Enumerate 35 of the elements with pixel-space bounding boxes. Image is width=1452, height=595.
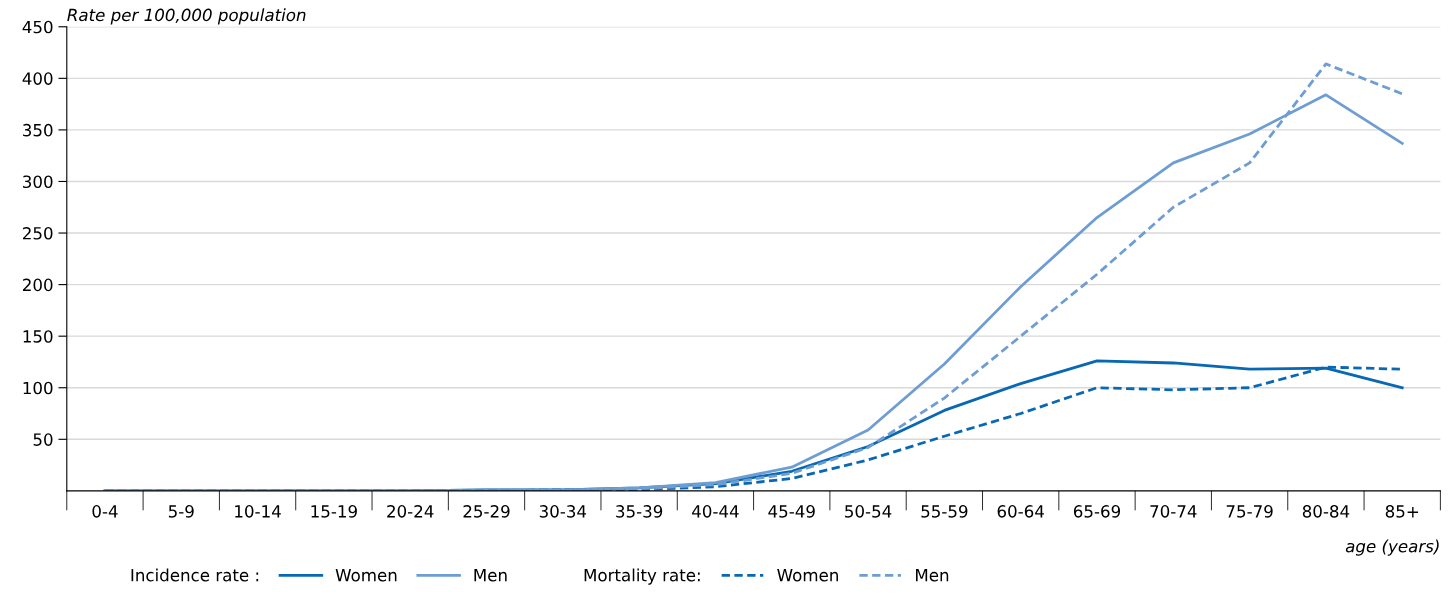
- x-tick-label: 15-19: [311, 505, 357, 518]
- x-tick-label: 85+: [1385, 505, 1419, 518]
- y-tick-label: 300: [23, 175, 53, 189]
- y-tick-label: 200: [23, 278, 53, 292]
- x-tick-label: 30-34: [539, 505, 587, 518]
- x-tick-label: 45-49: [768, 505, 815, 518]
- legend-label: Men: [916, 569, 949, 582]
- x-tick-label: 25-29: [463, 505, 510, 518]
- y-tick-label: 450: [22, 20, 53, 34]
- y-tick-label: 350: [23, 123, 53, 137]
- x-tick-label: 70-74: [1150, 505, 1197, 518]
- y-tick-label: 50: [33, 433, 53, 446]
- x-tick-label: 10-14: [235, 505, 281, 518]
- x-tick-label: 75-79: [1226, 505, 1273, 518]
- x-tick-label: 55-59: [921, 505, 968, 518]
- legend-label: Men: [474, 569, 507, 582]
- y-tick-label: 250: [23, 227, 53, 240]
- x-tick-label: 35-39: [616, 505, 663, 518]
- y-axis-title: Rate per 100,000 population: [67, 8, 306, 25]
- text: Mortality rate:: [584, 568, 700, 585]
- legend-label: Women: [777, 569, 838, 582]
- x-tick-label: 0-4: [92, 505, 118, 518]
- x-tick-label: 50-54: [845, 505, 892, 518]
- x-tick-label: 20-24: [387, 505, 434, 518]
- x-tick-label: 60-64: [997, 505, 1044, 518]
- legend-label: Women: [335, 569, 397, 582]
- x-axis-title: age (years): [1345, 539, 1439, 556]
- x-tick-label: 5-9: [168, 505, 194, 518]
- x-tick-label: 65-69: [1073, 505, 1121, 518]
- x-tick-label: 40-44: [692, 505, 739, 518]
- y-tick-label: 400: [22, 72, 53, 85]
- text: Incidence rate :: [131, 568, 259, 582]
- y-tick-label: 150: [23, 330, 53, 343]
- x-tick-label: 80-84: [1302, 505, 1350, 518]
- y-tick-label: 100: [23, 381, 53, 395]
